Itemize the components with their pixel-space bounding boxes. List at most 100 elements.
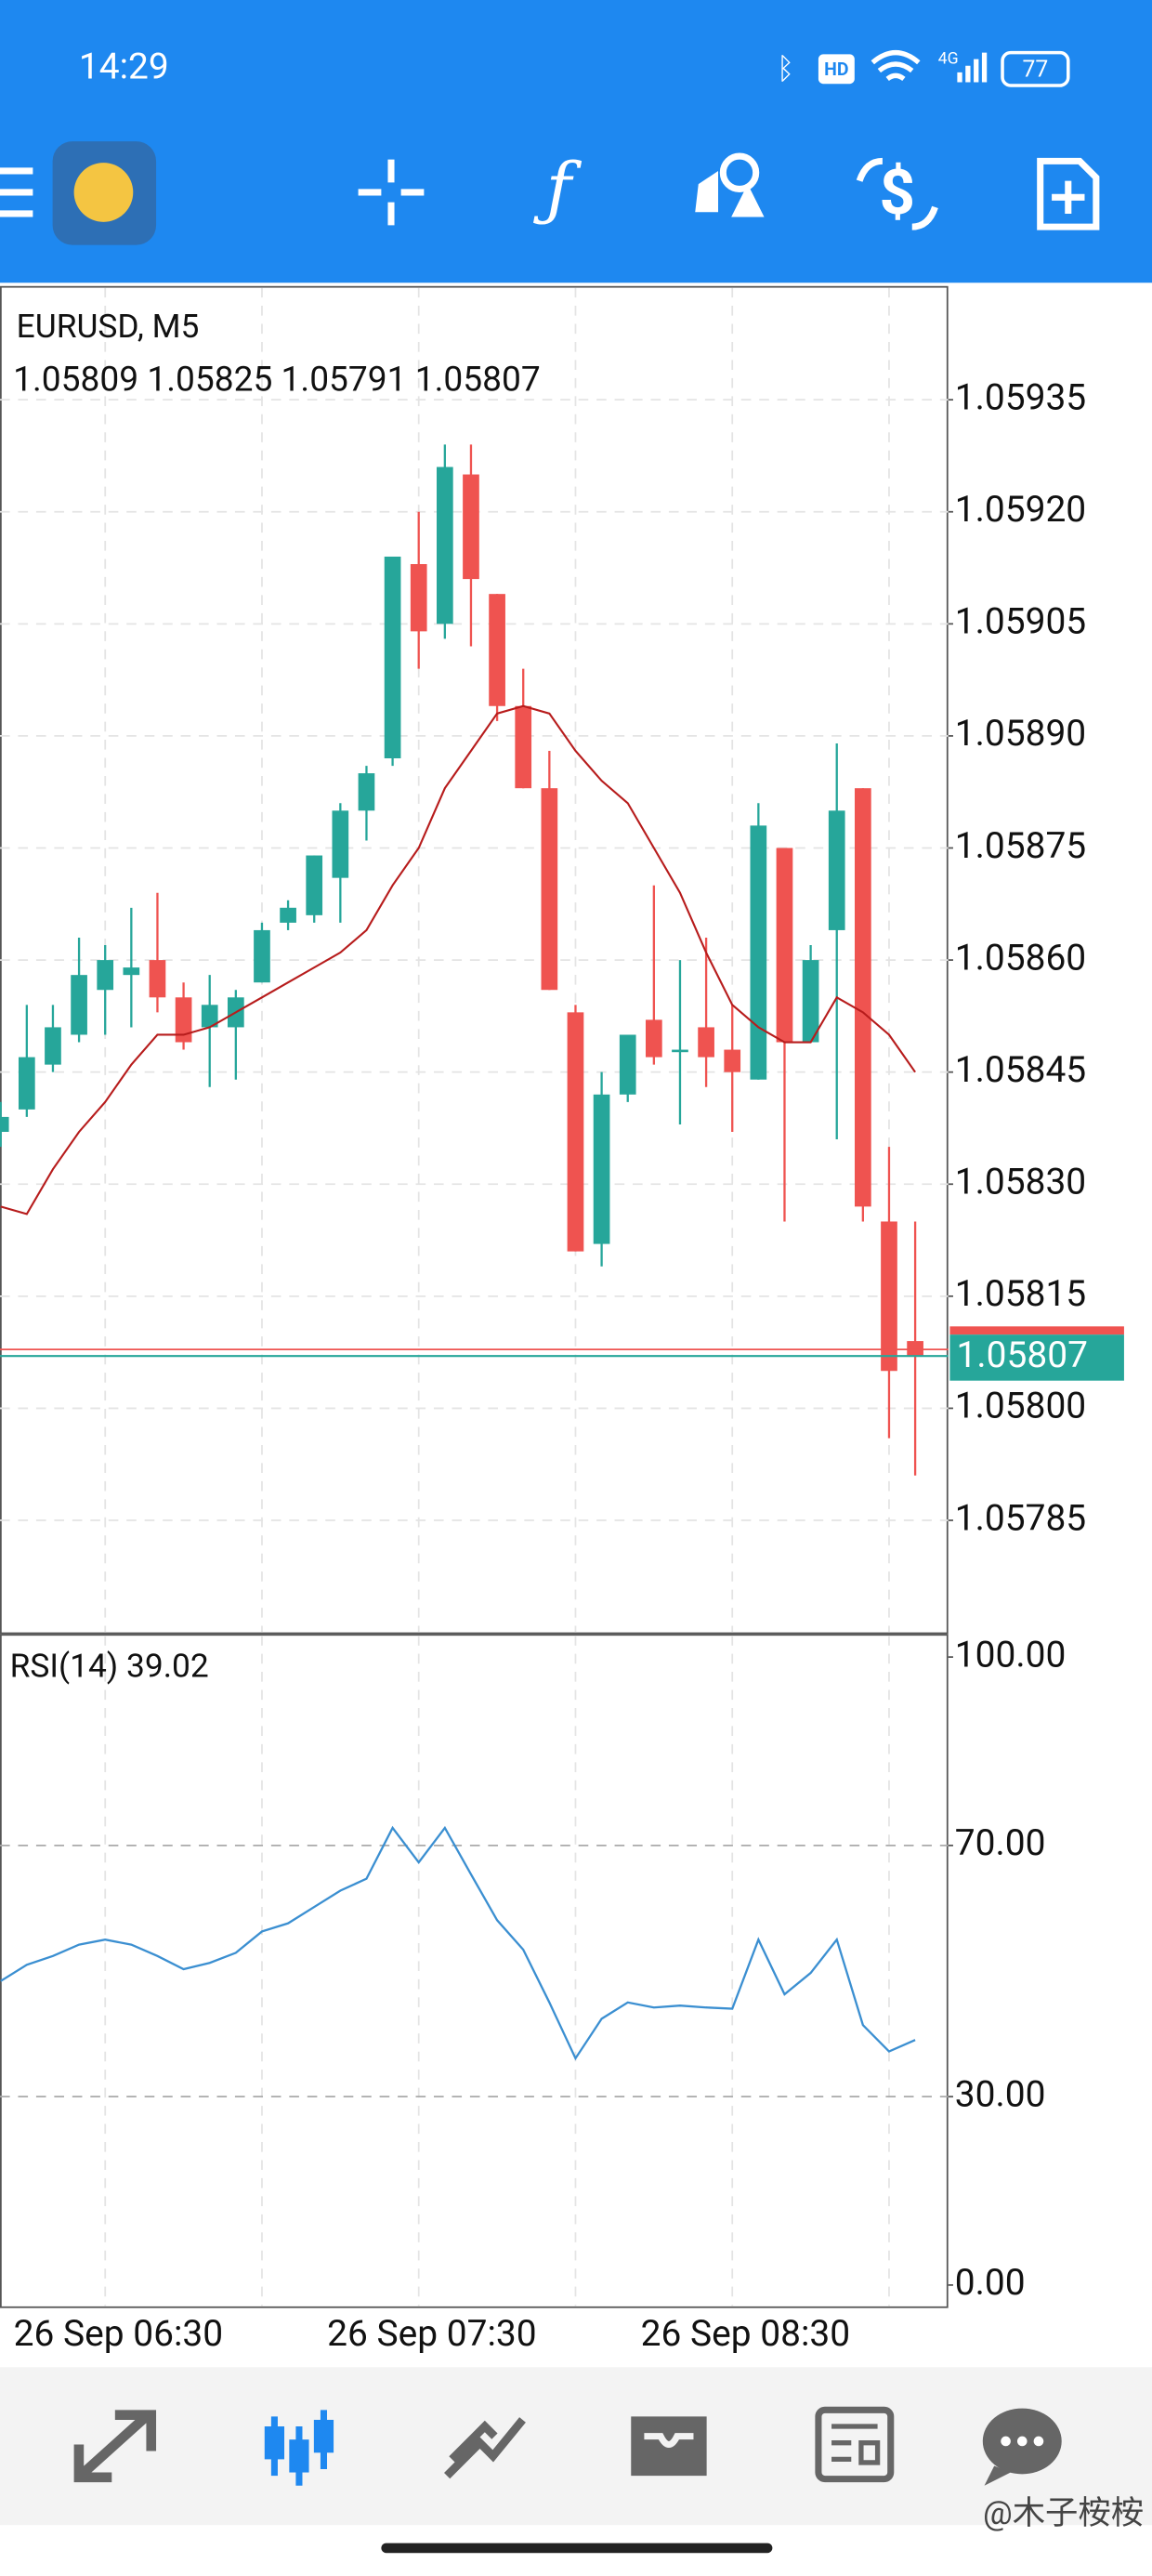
candle-body [698, 1027, 714, 1058]
candle-body [750, 825, 767, 1080]
candle-body [123, 967, 140, 976]
y-tick-label: 1.05830 [955, 1162, 1086, 1203]
nav-chat-dot [1001, 2436, 1011, 2447]
y-tick-label: 1.05920 [955, 489, 1086, 531]
candle-body [175, 997, 192, 1043]
y-tick-label: 100.00 [955, 1634, 1067, 1676]
candle-body [802, 960, 819, 1043]
crosshair-button[interactable] [358, 159, 425, 226]
candle-body [45, 1027, 61, 1065]
home-indicator [381, 2543, 773, 2554]
candle-body [828, 810, 845, 930]
candle-body [280, 907, 296, 923]
y-tick-label: 70.00 [955, 1822, 1046, 1864]
candle-body [646, 1019, 662, 1058]
candle-body [489, 594, 505, 706]
price-tag-top [949, 1326, 1124, 1335]
nav-chat-dot [1016, 2436, 1028, 2447]
header-low: 1.05791 [281, 360, 407, 400]
header-close: 1.05807 [415, 360, 541, 400]
candle-body [776, 848, 793, 1043]
candle-body [672, 1049, 688, 1053]
objects-icon-part [719, 152, 760, 192]
y-tick-label: 1.05845 [955, 1049, 1086, 1091]
y-tick-label: 1.05860 [955, 937, 1086, 979]
nav-chart-icon [289, 2439, 309, 2473]
bluetooth-icon: ᛒ [777, 50, 794, 85]
candle-body [410, 564, 427, 632]
nav-chat-dot [1033, 2436, 1044, 2447]
x-tick-label: 26 Sep 08:30 [641, 2313, 850, 2355]
y-tick-label: 1.05905 [955, 601, 1086, 643]
price-tag [949, 1334, 1124, 1381]
candle-body [881, 1221, 897, 1372]
candle-body [541, 788, 558, 991]
candle-body [855, 788, 871, 1207]
y-tick-label: 1.05815 [955, 1273, 1086, 1315]
new-order-plus [1052, 180, 1085, 214]
nav-trade[interactable] [444, 2417, 526, 2479]
battery-level: 77 [1022, 57, 1048, 84]
app-bar [0, 0, 1152, 283]
candle-body [97, 960, 114, 991]
rsi-current: 39.02 [126, 1647, 209, 1686]
candle-body [463, 474, 479, 580]
y-tick-label: 1.05875 [955, 825, 1086, 867]
ohlc-header: 1.05809 1.05825 1.05791 1.05807 [13, 360, 541, 400]
nav-chat-tail [984, 2465, 1011, 2486]
candle-body [306, 855, 323, 915]
candle-body [593, 1094, 610, 1244]
rsi-panel [0, 1634, 949, 2308]
wifi-icon [871, 49, 921, 82]
y-tick-label: 1.05935 [955, 376, 1086, 418]
candle-body [515, 705, 532, 789]
rsi-title: RSI(14) 39.02 [10, 1647, 209, 1686]
nav-quotes[interactable] [73, 2410, 157, 2483]
app-logo-mark [73, 163, 134, 222]
candle-body [567, 1012, 584, 1252]
y-tick-label: 0.00 [955, 2262, 1026, 2304]
candle-body [619, 1034, 636, 1095]
nav-chart-icon [313, 2419, 334, 2453]
header-open: 1.05809 [13, 360, 138, 400]
rsi-line [0, 1825, 916, 2061]
candle-body [436, 467, 453, 624]
new-order-button[interactable] [1037, 157, 1100, 230]
rsi-name: RSI(14) [10, 1647, 119, 1686]
candle-body [384, 556, 401, 759]
candle-body [201, 1005, 218, 1028]
candle-body [18, 1057, 35, 1110]
battery-icon [1001, 50, 1070, 87]
hd-label: HD [824, 59, 848, 80]
status-time: 14:29 [79, 46, 169, 88]
network-label: 4G [938, 49, 959, 68]
candle-body [149, 960, 166, 998]
trade-button[interactable]: $ [880, 157, 916, 230]
candle-body [724, 1049, 741, 1072]
candle-body [332, 810, 349, 878]
menu-button[interactable] [0, 167, 33, 217]
bottom-nav [0, 2367, 1152, 2526]
x-tick-label: 26 Sep 06:30 [14, 2313, 223, 2355]
candle-body [358, 773, 375, 811]
objects-button[interactable] [695, 170, 765, 217]
signal-icon [957, 52, 988, 83]
nav-history-icon [644, 2433, 694, 2448]
y-tick-label: 1.05785 [955, 1497, 1086, 1539]
nav-news[interactable] [815, 2406, 895, 2483]
y-tick-label: 1.05800 [955, 1386, 1086, 1427]
watermark: @木子桉桉 [983, 2493, 1144, 2532]
price-tag-label: 1.05807 [957, 1334, 1088, 1376]
candle-body [71, 975, 87, 1035]
nav-chart-icon [264, 2426, 285, 2460]
candle-body [907, 1341, 923, 1357]
nav-news-icon [831, 2424, 881, 2465]
moving-average [0, 704, 916, 1216]
y-tick-label: 1.05890 [955, 713, 1086, 755]
header-high: 1.05825 [147, 360, 272, 400]
x-tick-label: 26 Sep 07:30 [327, 2313, 536, 2355]
y-tick-label: 30.00 [955, 2073, 1046, 2115]
candle-body [0, 1116, 9, 1132]
